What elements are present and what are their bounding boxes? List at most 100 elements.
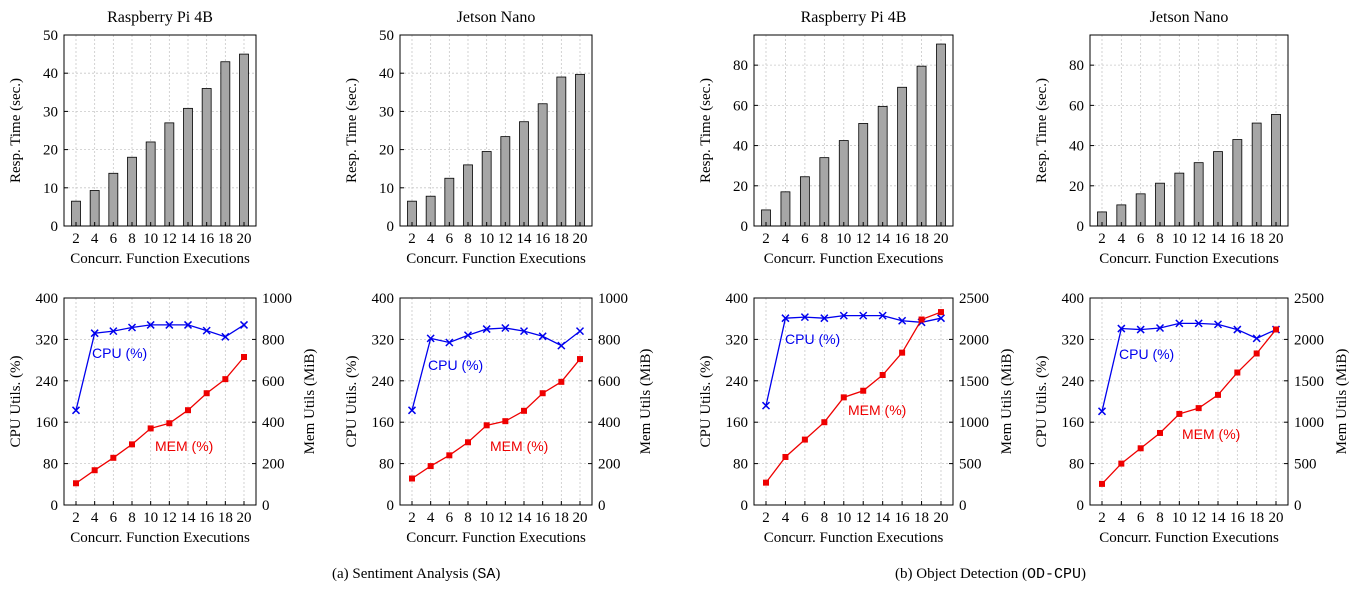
caption-b-code: OD-CPU — [1027, 566, 1082, 583]
x-tick-label: 6 — [110, 510, 118, 526]
x-tick-label: 6 — [1137, 510, 1145, 526]
x-tick-label: 14 — [875, 231, 891, 247]
y-tick-label: 320 — [1062, 332, 1085, 348]
series-label-mem: MEM (%) — [848, 402, 906, 418]
x-tick-label: 10 — [479, 231, 494, 247]
x-tick-label: 4 — [1118, 231, 1126, 247]
bar — [127, 156, 137, 227]
caption-a: (a) Sentiment Analysis (SA) — [332, 566, 500, 583]
x-tick-label: 20 — [573, 231, 588, 247]
y-tick-label: 240 — [372, 374, 395, 390]
mem-point — [446, 452, 453, 459]
mem-point — [860, 387, 867, 394]
y-tick-label: 240 — [36, 374, 59, 390]
x-tick-label: 12 — [162, 231, 177, 247]
mem-point — [539, 390, 546, 397]
y-tick-label: 240 — [726, 374, 749, 390]
y-tick-label: 10 — [379, 181, 394, 197]
cpu-point — [407, 406, 417, 415]
chart-panel-8: CPU (%) MEM (%) 2 4 6 8 10 12 14 16 18 20 Concurr. F… — [1034, 291, 1350, 546]
cpu-point — [221, 332, 230, 341]
mem-point — [110, 454, 117, 461]
cpu-point — [239, 320, 249, 329]
bar — [1135, 193, 1146, 227]
x-tick-label: 8 — [464, 510, 472, 526]
y-tick-label: 400 — [1062, 291, 1085, 307]
x-tick-label: 20 — [237, 231, 252, 247]
mem-point — [502, 418, 509, 425]
bar — [500, 136, 511, 227]
x-tick-label: 4 — [427, 510, 435, 526]
cpu-point — [127, 323, 137, 332]
x-tick-label: 12 — [856, 231, 871, 247]
mem-point — [577, 356, 583, 363]
mem-point — [1118, 460, 1125, 467]
caption-a-code: SA — [477, 566, 496, 583]
chart-title: Raspberry Pi 4B — [801, 9, 907, 26]
y-tick-label: 320 — [372, 332, 395, 348]
bar — [1251, 122, 1262, 227]
x-tick-label: 8 — [821, 510, 829, 526]
mem-point — [166, 420, 173, 427]
x-tick-label: 18 — [218, 510, 233, 526]
cpu-point — [146, 320, 155, 329]
mem-point — [558, 378, 565, 385]
cpu-point — [761, 401, 771, 410]
y2-axis-label: Mem Utils (MiB) — [999, 349, 1015, 455]
x-tick-label: 8 — [128, 510, 136, 526]
x-tick-label: 14 — [1211, 510, 1227, 526]
y-tick-label: 20 — [43, 143, 58, 159]
cpu-point — [109, 327, 118, 336]
y-tick-label: 160 — [372, 415, 395, 431]
caption-b: (b) Object Detection (OD-CPU) — [895, 566, 1086, 583]
y2-tick-label: 400 — [598, 415, 621, 431]
x-tick-label: 16 — [535, 510, 551, 526]
cpu-point — [463, 331, 473, 340]
bar — [556, 76, 567, 227]
y-tick-label: 40 — [733, 139, 748, 155]
y-tick-label: 80 — [733, 457, 748, 473]
y-tick-label: 240 — [1062, 374, 1085, 390]
bar — [1213, 151, 1223, 227]
x-tick-label: 10 — [836, 510, 851, 526]
y-tick-label: 80 — [43, 457, 58, 473]
x-axis-label: Concurr. Function Executions — [1099, 530, 1279, 546]
y-tick-label: 0 — [741, 219, 749, 235]
mem-point — [1137, 445, 1144, 452]
x-axis-label: Concurr. Function Executions — [70, 530, 250, 546]
x-tick-label: 6 — [1137, 231, 1145, 247]
y-tick-label: 320 — [36, 332, 59, 348]
y-tick-label: 400 — [372, 291, 395, 307]
y-axis-label: Resp. Time (sec.) — [1034, 78, 1050, 183]
mem-point — [185, 407, 191, 414]
bar — [780, 191, 791, 227]
x-tick-label: 16 — [895, 510, 911, 526]
cpu-point — [820, 314, 829, 323]
x-tick-label: 14 — [875, 510, 891, 526]
bar — [819, 157, 830, 227]
series-label-mem: MEM (%) — [1182, 426, 1240, 442]
y-tick-label: 60 — [733, 98, 748, 114]
series-line-mem — [411, 358, 581, 480]
mem-point — [763, 479, 769, 486]
y2-tick-label: 2500 — [1294, 291, 1324, 307]
y-tick-label: 160 — [1062, 415, 1085, 431]
bar — [108, 172, 119, 227]
bar — [1155, 182, 1165, 227]
bar — [799, 176, 810, 227]
y2-tick-label: 1000 — [1294, 415, 1324, 431]
x-axis-label: Concurr. Function Executions — [764, 251, 944, 267]
cpu-point — [1155, 323, 1165, 333]
x-tick-label: 2 — [1098, 510, 1106, 526]
y-tick-label: 320 — [726, 332, 749, 348]
mem-point — [222, 376, 229, 383]
cpu-point — [1097, 407, 1107, 416]
bar — [220, 61, 231, 227]
y-tick-label: 0 — [741, 498, 749, 514]
x-tick-label: 2 — [408, 231, 416, 247]
x-tick-label: 12 — [498, 231, 513, 247]
mem-point — [840, 394, 847, 401]
series-label-mem: MEM (%) — [490, 438, 548, 454]
